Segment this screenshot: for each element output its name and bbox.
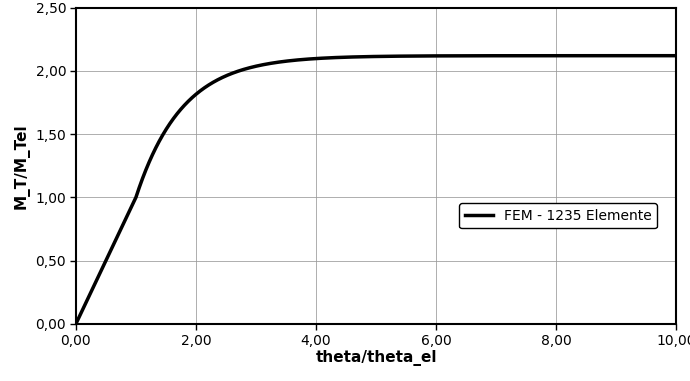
FEM - 1235 Elemente (364, 54, 372, 59)
Line: FEM - 1235 Elemente: FEM - 1235 Elemente (76, 56, 676, 324)
FEM - 1235 Elemente (655, 53, 663, 58)
FEM - 1235 Elemente (348, 55, 356, 59)
FEM - 1235 Elemente (72, 322, 80, 326)
FEM - 1235 Elemente (102, 257, 110, 262)
FEM - 1235 Elemente (544, 53, 553, 58)
Y-axis label: M_T/M_Tel: M_T/M_Tel (14, 123, 30, 208)
Legend: FEM - 1235 Elemente: FEM - 1235 Elemente (460, 203, 658, 228)
FEM - 1235 Elemente (672, 53, 680, 58)
X-axis label: theta/theta_el: theta/theta_el (315, 351, 437, 367)
FEM - 1235 Elemente (654, 53, 662, 58)
